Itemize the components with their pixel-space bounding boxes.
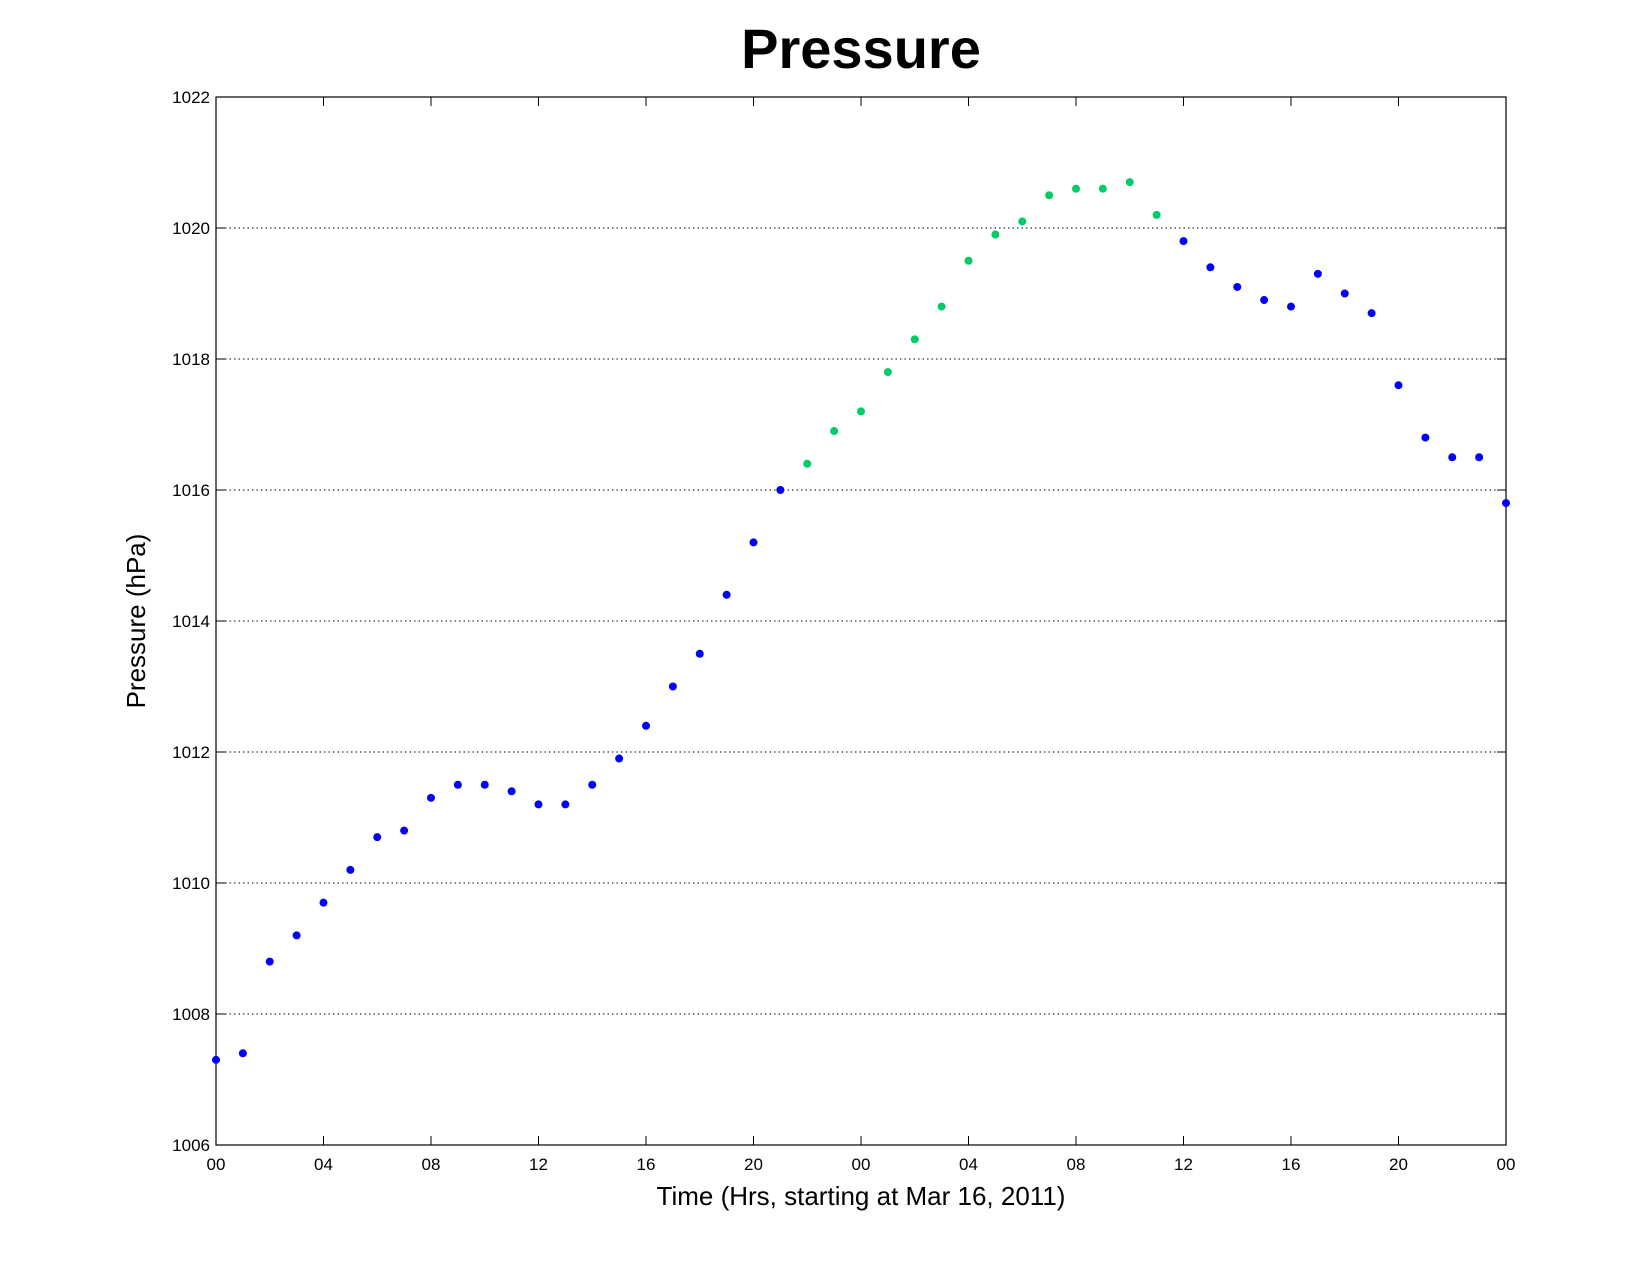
data-point <box>1367 309 1376 318</box>
data-point <box>453 780 462 789</box>
data-point <box>1098 184 1107 193</box>
data-point <box>1206 263 1215 272</box>
y-tick-label: 1022 <box>172 88 210 107</box>
data-point <box>749 538 758 547</box>
x-tick-label: 00 <box>852 1155 871 1174</box>
y-tick-label: 1012 <box>172 743 210 762</box>
chart-title: Pressure <box>741 17 981 80</box>
x-tick-label: 12 <box>1174 1155 1193 1174</box>
data-point <box>1179 237 1188 246</box>
x-axis-label: Time (Hrs, starting at Mar 16, 2011) <box>657 1181 1066 1211</box>
data-point <box>722 590 731 599</box>
x-tick-label: 16 <box>1282 1155 1301 1174</box>
y-tick-label: 1010 <box>172 874 210 893</box>
y-axis-tick-labels: 1006 1008 1010 1012 1014 1016 1018 1020 1022 <box>172 88 210 1155</box>
data-point <box>668 682 677 691</box>
x-tick-label: 16 <box>637 1155 656 1174</box>
data-point <box>265 957 274 966</box>
y-tick-label: 1018 <box>172 350 210 369</box>
data-point <box>1394 381 1403 390</box>
x-tick-label: 04 <box>959 1155 978 1174</box>
axis-ticks <box>215 96 1507 1146</box>
data-point <box>1421 433 1430 442</box>
y-tick-label: 1014 <box>172 612 210 631</box>
data-point <box>830 427 839 436</box>
data-point <box>695 649 704 658</box>
y-tick-label: 1016 <box>172 481 210 500</box>
data-point <box>1313 269 1322 278</box>
data-point <box>292 931 301 940</box>
data-point <box>1448 453 1457 462</box>
data-point <box>776 486 785 494</box>
x-tick-label: 00 <box>207 1155 226 1174</box>
data-point <box>1475 453 1484 462</box>
data-point <box>1072 184 1080 193</box>
data-point <box>1260 296 1269 305</box>
data-point <box>588 780 597 789</box>
data-point <box>642 721 650 730</box>
y-tick-label: 1006 <box>172 1136 210 1155</box>
data-point <box>1125 178 1134 187</box>
data-point <box>400 826 409 835</box>
data-point <box>937 302 946 311</box>
data-point <box>427 793 435 802</box>
data-point <box>561 800 570 809</box>
data-point <box>857 407 865 416</box>
data-point <box>1045 191 1054 200</box>
data-point <box>534 800 543 809</box>
data-point <box>803 459 812 468</box>
data-point <box>615 754 624 763</box>
data-point <box>991 230 1000 239</box>
x-tick-label: 04 <box>314 1155 333 1174</box>
y-tick-label: 1020 <box>172 219 210 238</box>
x-tick-label: 00 <box>1497 1155 1516 1174</box>
data-point <box>964 256 973 265</box>
data-point <box>507 787 516 796</box>
data-point <box>373 833 382 842</box>
data-point <box>910 335 919 344</box>
data-points <box>212 178 1510 1064</box>
data-point <box>1152 210 1161 219</box>
data-point <box>1502 499 1510 508</box>
data-point <box>1018 217 1027 226</box>
y-tick-label: 1008 <box>172 1005 210 1024</box>
data-point <box>1287 302 1295 311</box>
y-axis-label: Pressure (hPa) <box>121 534 151 709</box>
grid-lines <box>216 227 1506 1015</box>
data-point <box>1233 282 1242 291</box>
data-point <box>212 1055 220 1064</box>
data-point <box>1340 289 1349 298</box>
data-point <box>319 898 328 907</box>
data-point <box>346 865 355 874</box>
data-point <box>480 780 489 789</box>
x-tick-label: 08 <box>422 1155 441 1174</box>
x-tick-label: 20 <box>1389 1155 1408 1174</box>
data-point <box>883 368 892 377</box>
x-axis-tick-labels: 00 04 08 12 16 20 00 04 08 12 16 20 00 <box>207 1155 1516 1174</box>
x-tick-label: 20 <box>744 1155 763 1174</box>
data-point <box>238 1049 247 1058</box>
x-tick-label: 12 <box>529 1155 548 1174</box>
x-tick-label: 08 <box>1067 1155 1086 1174</box>
